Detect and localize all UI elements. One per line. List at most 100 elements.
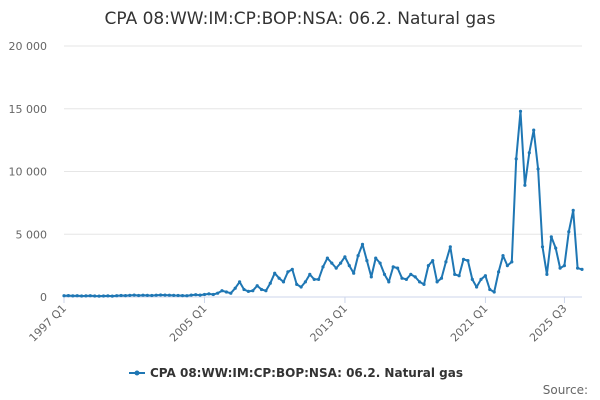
data-point[interactable] <box>281 280 286 284</box>
data-point[interactable] <box>101 294 106 298</box>
data-point[interactable] <box>238 280 242 284</box>
data-point[interactable] <box>303 280 307 284</box>
data-point[interactable] <box>84 294 88 298</box>
data-point[interactable] <box>80 294 84 298</box>
data-point[interactable] <box>185 294 189 298</box>
data-point[interactable] <box>334 266 338 270</box>
data-point[interactable] <box>286 270 290 274</box>
data-point[interactable] <box>536 167 540 171</box>
data-point[interactable] <box>523 183 527 187</box>
data-point[interactable] <box>93 294 97 298</box>
data-point[interactable] <box>145 293 149 297</box>
data-point[interactable] <box>549 235 553 239</box>
data-point[interactable] <box>246 289 250 293</box>
data-point[interactable] <box>453 272 457 276</box>
data-point[interactable] <box>488 287 492 292</box>
data-point[interactable] <box>198 293 202 297</box>
data-point[interactable] <box>558 266 562 270</box>
data-point[interactable] <box>321 265 325 269</box>
data-point[interactable] <box>444 260 448 264</box>
data-point[interactable] <box>378 261 382 265</box>
data-point[interactable] <box>312 277 316 281</box>
data-point[interactable] <box>317 277 321 281</box>
data-point[interactable] <box>505 264 509 268</box>
data-point[interactable] <box>119 293 123 298</box>
data-point[interactable] <box>71 294 75 298</box>
data-point[interactable] <box>409 272 413 276</box>
data-point[interactable] <box>207 292 211 296</box>
data-point[interactable] <box>356 254 360 258</box>
data-point[interactable] <box>457 274 461 278</box>
data-point[interactable] <box>163 293 167 297</box>
data-point[interactable] <box>88 294 92 298</box>
data-point[interactable] <box>273 271 277 275</box>
data-point[interactable] <box>567 230 571 234</box>
data-point[interactable] <box>176 293 180 298</box>
data-point[interactable] <box>110 294 114 298</box>
data-point[interactable] <box>141 293 145 297</box>
data-point[interactable] <box>562 264 567 268</box>
data-point[interactable] <box>242 287 246 292</box>
legend[interactable]: CPA 08:WW:IM:CP:BOP:NSA: 06.2. Natural g… <box>129 366 463 380</box>
data-point[interactable] <box>229 291 233 295</box>
data-point[interactable] <box>172 293 176 297</box>
data-point[interactable] <box>211 292 215 297</box>
data-point[interactable] <box>325 256 329 260</box>
data-point[interactable] <box>154 293 158 297</box>
data-point[interactable] <box>391 265 395 269</box>
data-point[interactable] <box>426 264 430 268</box>
data-point[interactable] <box>220 289 224 293</box>
data-point[interactable] <box>387 280 391 284</box>
data-point[interactable] <box>510 260 514 264</box>
data-point[interactable] <box>369 275 373 279</box>
data-point[interactable] <box>277 276 281 280</box>
data-point[interactable] <box>497 270 501 274</box>
data-point[interactable] <box>413 275 417 279</box>
data-point[interactable] <box>295 282 299 286</box>
data-point[interactable] <box>75 294 79 298</box>
data-point[interactable] <box>418 280 422 284</box>
data-point[interactable] <box>461 257 466 261</box>
data-point[interactable] <box>62 294 66 298</box>
data-point[interactable] <box>382 272 387 276</box>
data-point[interactable] <box>483 274 487 278</box>
data-point[interactable] <box>268 281 272 285</box>
data-point[interactable] <box>532 128 536 132</box>
data-point[interactable] <box>347 264 351 268</box>
data-point[interactable] <box>540 245 545 249</box>
data-point[interactable] <box>255 284 259 288</box>
data-point[interactable] <box>431 259 435 263</box>
data-point[interactable] <box>475 285 479 289</box>
data-point[interactable] <box>259 287 264 292</box>
data-point[interactable] <box>251 289 255 293</box>
data-point[interactable] <box>264 289 268 293</box>
data-point[interactable] <box>352 271 356 275</box>
data-point[interactable] <box>66 294 70 298</box>
data-point[interactable] <box>470 277 474 281</box>
data-point[interactable] <box>299 285 303 289</box>
data-point[interactable] <box>571 208 575 212</box>
data-point[interactable] <box>479 277 483 281</box>
data-point[interactable] <box>106 294 110 298</box>
data-point[interactable] <box>439 276 444 280</box>
data-point[interactable] <box>518 109 523 113</box>
data-point[interactable] <box>448 245 452 249</box>
data-point[interactable] <box>290 267 294 271</box>
data-point[interactable] <box>396 266 400 270</box>
data-point[interactable] <box>128 293 132 297</box>
data-point[interactable] <box>224 290 228 294</box>
data-point[interactable] <box>514 157 518 161</box>
data-point[interactable] <box>360 242 365 246</box>
data-point[interactable] <box>343 255 347 259</box>
data-point[interactable] <box>374 256 378 260</box>
data-point[interactable] <box>194 293 198 297</box>
data-point[interactable] <box>216 291 220 295</box>
data-point[interactable] <box>159 293 163 297</box>
data-point[interactable] <box>492 290 496 294</box>
data-point[interactable] <box>365 259 369 263</box>
data-point[interactable] <box>180 294 185 298</box>
data-point[interactable] <box>339 261 343 265</box>
data-point[interactable] <box>580 267 584 271</box>
data-point[interactable] <box>123 294 128 298</box>
data-point[interactable] <box>189 293 193 297</box>
